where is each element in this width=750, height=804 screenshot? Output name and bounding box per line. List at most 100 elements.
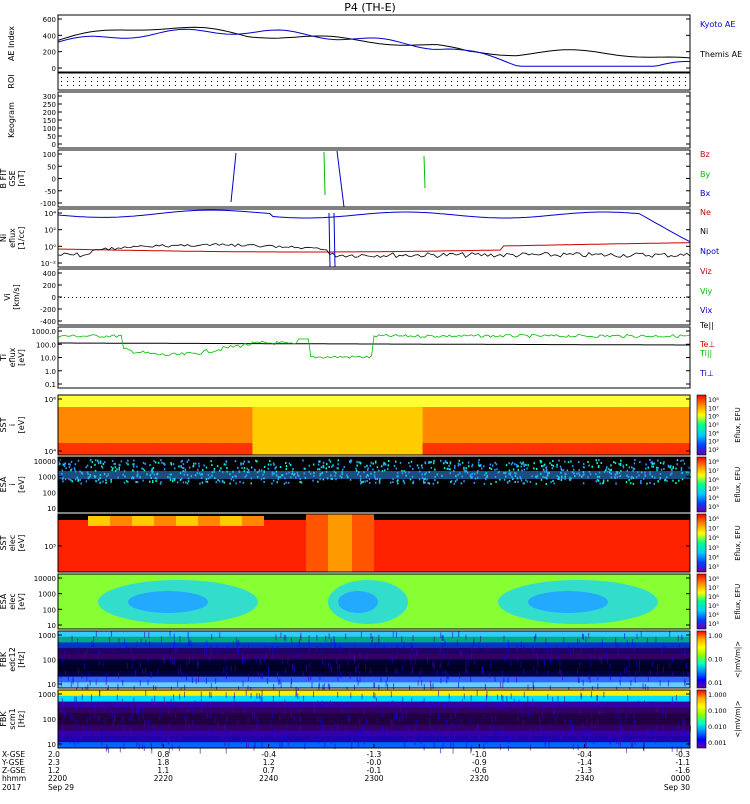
heatmap-cell — [141, 743, 143, 750]
heatmap-cell — [411, 668, 413, 675]
zero-line — [624, 297, 625, 298]
heatmap-cell — [359, 651, 361, 658]
heatmap-cell — [578, 638, 580, 645]
heatmap-cell — [643, 739, 645, 746]
heatmap-cell — [395, 467, 398, 470]
heatmap-cell — [230, 478, 233, 481]
heatmap-cell — [398, 431, 424, 444]
heatmap-cell — [533, 648, 535, 655]
heatmap-cell — [171, 744, 173, 751]
heatmap-cell — [357, 741, 359, 747]
heatmap-cell — [291, 664, 293, 671]
heatmap-cell — [597, 720, 599, 726]
heatmap-cell — [608, 737, 610, 743]
heatmap-cell — [123, 743, 125, 750]
heatmap-cell — [456, 706, 458, 713]
heatmap-cell — [592, 686, 594, 692]
heatmap-cell — [348, 460, 351, 463]
heatmap-cell — [458, 648, 460, 655]
heatmap-cell — [329, 664, 331, 670]
y-tick-label: 10⁰ — [44, 243, 56, 251]
heatmap-cell — [479, 636, 481, 642]
colorbar-tick: 10⁷ — [708, 525, 719, 533]
heatmap-cell — [355, 666, 357, 673]
heatmap-cell — [188, 640, 190, 647]
heatmap-cell — [544, 419, 569, 432]
roi-dot — [319, 77, 320, 78]
heatmap-cell — [404, 742, 406, 749]
heatmap-cell — [182, 466, 185, 469]
roi-dot — [385, 77, 386, 78]
heatmap-cell — [599, 482, 601, 485]
heatmap-cell — [235, 637, 237, 644]
heatmap-cell — [105, 479, 107, 482]
heatmap-cell — [141, 706, 143, 713]
roi-dot — [289, 85, 290, 86]
heatmap-cell — [359, 676, 361, 683]
y-tick-label: 10 — [47, 741, 56, 749]
heatmap-cell — [456, 478, 458, 481]
colorbar-tick: 10⁶ — [708, 534, 719, 542]
heatmap-cell — [548, 646, 550, 653]
heatmap-cell — [111, 711, 113, 718]
heatmap-cell — [325, 635, 327, 642]
zero-line — [560, 297, 561, 298]
zero-line — [484, 297, 485, 298]
roi-dot — [571, 77, 572, 78]
heatmap-cell — [289, 464, 292, 467]
heatmap-cell — [267, 671, 269, 677]
zero-line — [236, 297, 237, 298]
heatmap-cell — [601, 645, 603, 651]
heatmap-cell — [529, 744, 531, 751]
roi-dot — [103, 85, 104, 86]
roi-dot — [535, 77, 536, 78]
heatmap-cell — [401, 636, 403, 643]
heatmap-cell — [619, 464, 622, 467]
roi-dot — [121, 85, 122, 86]
heatmap-cell — [412, 482, 414, 485]
roi-dot — [91, 81, 92, 82]
heatmap-cell — [205, 478, 208, 481]
roi-dot — [589, 85, 590, 86]
heatmap-cell — [597, 674, 599, 680]
heatmap-cell — [568, 407, 594, 420]
heatmap-cell — [463, 466, 465, 469]
heatmap-cell — [97, 715, 99, 722]
heatmap-cell — [586, 719, 588, 726]
heatmap-cell — [442, 669, 444, 676]
heatmap-cell — [317, 700, 319, 707]
heatmap-cell — [520, 465, 522, 468]
heatmap-cell — [433, 459, 435, 462]
heatmap-cell — [511, 461, 514, 464]
heatmap-cell — [508, 462, 510, 465]
y-tick-label: 10⁻² — [41, 260, 57, 268]
heatmap-cell — [680, 746, 682, 753]
heatmap-cell — [371, 640, 373, 646]
heatmap-cell — [95, 480, 97, 483]
heatmap-cell — [322, 659, 324, 666]
heatmap-cell — [638, 736, 640, 743]
heatmap-cell — [272, 712, 274, 718]
colorbar-tick: 10⁸ — [708, 458, 719, 466]
heatmap-cell — [560, 478, 563, 481]
heatmap-cell — [577, 677, 579, 683]
heatmap-cell — [467, 461, 470, 464]
roi-dot — [493, 85, 494, 86]
heatmap-cell — [113, 647, 115, 654]
heatmap-cell — [133, 459, 135, 462]
heatmap-cell — [568, 431, 594, 444]
heatmap-cell — [58, 460, 60, 463]
heatmap-cell — [371, 636, 373, 642]
heatmap-cell — [388, 459, 390, 462]
heatmap-cell — [678, 643, 680, 650]
heatmap-cell — [491, 716, 493, 722]
heatmap-cell — [284, 699, 286, 706]
heatmap-cell — [330, 726, 332, 733]
roi-dot — [187, 85, 188, 86]
heatmap-cell — [465, 661, 467, 668]
heatmap-cell — [330, 737, 332, 744]
y-tick-label: 250 — [43, 101, 56, 109]
heatmap-cell — [496, 694, 498, 701]
heatmap-cell — [287, 721, 289, 728]
heatmap-cell — [542, 468, 545, 471]
